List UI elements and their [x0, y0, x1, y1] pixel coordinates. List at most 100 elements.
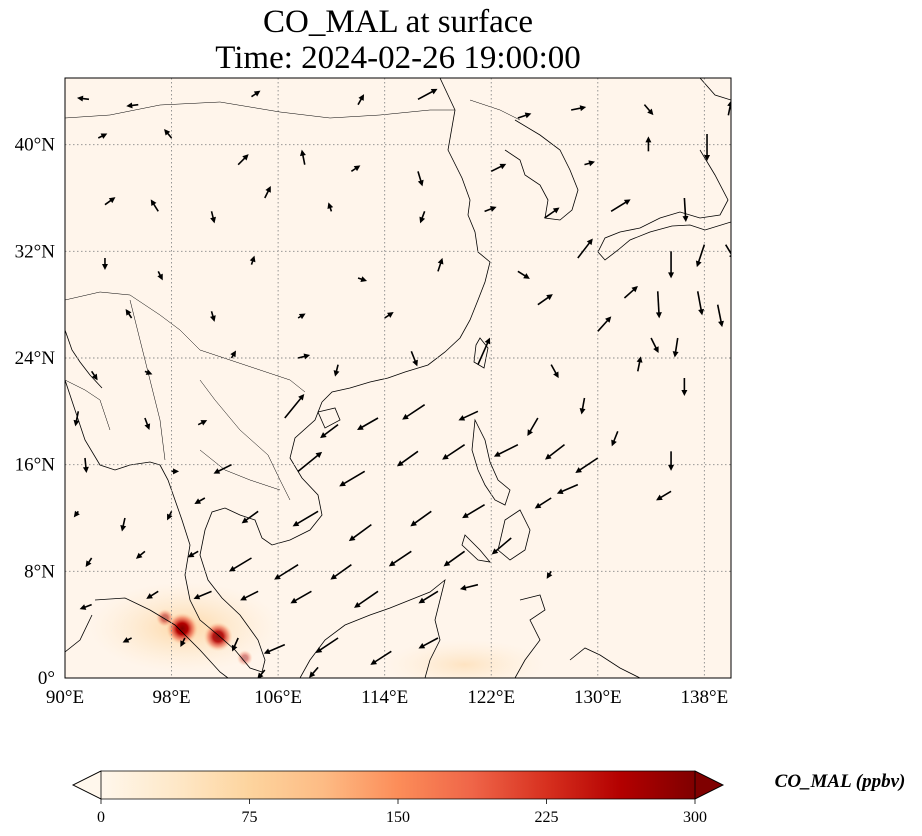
wind-arrow-head	[309, 671, 316, 678]
wind-arrow	[656, 490, 672, 501]
colorbar-tick-label: 0	[97, 809, 105, 826]
wind-arrow-head	[588, 160, 595, 167]
wind-arrow-head	[173, 468, 180, 475]
wind-arrow-head	[292, 520, 300, 527]
wind-arrow-head	[402, 413, 409, 420]
wind-arrow-head	[489, 206, 497, 212]
wind-arrow-shaft	[462, 410, 479, 420]
wind-arrow-shaft	[550, 364, 558, 375]
co-concentration-field	[89, 582, 545, 678]
wind-arrow	[357, 417, 379, 430]
wind-arrow-head	[556, 488, 564, 495]
wind-arrow	[610, 199, 631, 213]
wind-arrow-head	[353, 165, 361, 172]
wind-arrow-head	[315, 647, 323, 653]
map-frame	[64, 77, 732, 679]
wind-arrow	[231, 637, 239, 652]
co-hotspot	[155, 609, 174, 627]
wind-arrow-head	[623, 199, 631, 206]
wind-arrow-shaft	[130, 103, 139, 107]
wind-arrow	[150, 199, 159, 212]
wind-arrow	[120, 517, 127, 532]
wind-arrow-head	[290, 597, 298, 604]
wind-arrow	[73, 411, 80, 427]
y-tick-label: 24°N	[15, 348, 56, 369]
wind-arrow-shaft	[296, 510, 319, 525]
wind-arrow	[193, 590, 212, 600]
wind-arrow-head	[354, 601, 361, 608]
wind-arrow	[527, 417, 539, 436]
coastline-sumatra	[65, 597, 229, 678]
wind-arrow	[126, 102, 139, 109]
y-tick-label: 40°N	[15, 135, 56, 156]
wind-arrow-head	[698, 308, 705, 316]
wind-arrow-shaft	[232, 557, 252, 570]
wind-arrow	[396, 450, 419, 467]
wind-arrow-head	[370, 659, 378, 665]
wind-arrow	[418, 637, 439, 649]
wind-arrow	[417, 88, 438, 101]
wind-arrow-shaft	[578, 457, 599, 472]
wind-arrow-head	[493, 451, 501, 457]
wind-arrow	[309, 666, 319, 678]
wind-arrow-shaft	[75, 411, 80, 422]
wind-arrow-head	[231, 644, 238, 652]
wind-arrow	[579, 397, 586, 415]
wind-arrow-head	[546, 572, 553, 579]
wind-arrow-shaft	[244, 590, 259, 599]
wind-arrow	[135, 550, 146, 559]
wind-arrow-head	[681, 390, 688, 396]
wind-arrow-head	[579, 105, 587, 112]
wind-arrow-shaft	[237, 156, 246, 166]
wind-arrow-head	[315, 451, 323, 458]
map-field-background	[65, 78, 731, 678]
wind-arrow-head	[298, 313, 306, 320]
wind-arrow-head	[76, 95, 84, 102]
wind-arrow-head	[418, 597, 426, 604]
wind-arrow-shaft	[529, 417, 539, 433]
wind-arrow	[443, 550, 466, 567]
wind-arrow	[146, 590, 159, 599]
wind-arrow	[623, 286, 638, 299]
wind-arrow-shaft	[490, 165, 503, 173]
wind-arrow	[213, 463, 232, 474]
wind-arrow	[442, 444, 466, 460]
x-tick-label: 106°E	[254, 687, 302, 708]
coastlines	[65, 78, 731, 678]
wind-arrow-head	[85, 560, 92, 567]
wind-arrow	[534, 497, 552, 509]
wind-arrow-head	[718, 320, 724, 328]
co-hotspot	[236, 650, 253, 666]
co-hotspot	[166, 612, 199, 645]
coastline-japan	[597, 149, 731, 261]
wind-arrow	[682, 197, 689, 222]
wind-arrow-shaft	[477, 341, 489, 365]
wind-arrow-shaft	[612, 431, 619, 443]
wind-arrow-head	[73, 510, 80, 518]
wind-arrow	[284, 394, 305, 419]
wind-arrow-shaft	[656, 291, 660, 314]
wind-arrow	[577, 238, 593, 259]
wind-arrow-shaft	[245, 510, 259, 522]
colorbar-tick-label: 225	[535, 809, 559, 826]
wind-arrow-shaft	[297, 454, 319, 472]
wind-arrow-head	[145, 369, 153, 375]
wind-arrow-shaft	[447, 550, 466, 565]
wind-arrow	[597, 316, 612, 332]
colorbar-tick-label: 300	[683, 809, 707, 826]
colorbar: 0 75 150 225 300 CO_MAL (ppbv)	[72, 770, 905, 826]
wind-arrow	[459, 583, 479, 591]
wind-arrow-head	[360, 276, 368, 282]
wind-arrow-shaft	[422, 590, 439, 602]
x-tick-label: 122°E	[467, 687, 515, 708]
wind-arrow-head	[484, 337, 491, 345]
y-axis-ticks: 0° 8°N 16°N 24°N 32°N 40°N	[15, 135, 56, 689]
wind-arrow-shaft	[392, 550, 412, 565]
wind-arrow	[384, 312, 394, 319]
wind-arrow	[668, 451, 675, 471]
wind-arrow-head	[146, 593, 153, 599]
wind-arrow-head	[200, 420, 208, 426]
wind-arrow-shaft	[297, 355, 306, 359]
wind-arrow	[517, 112, 532, 119]
wind-arrow	[418, 590, 439, 604]
